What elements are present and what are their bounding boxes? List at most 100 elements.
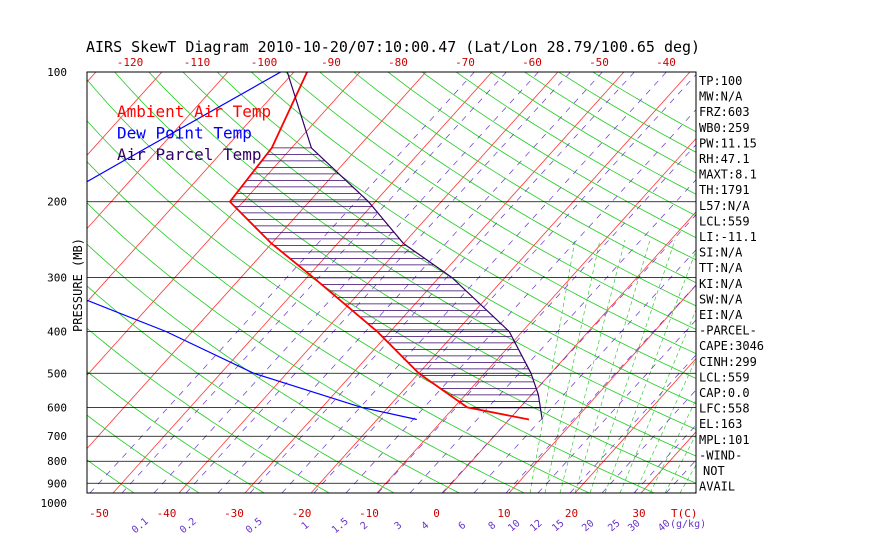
index-label: KI:N/A [699,277,743,291]
index-label: LCL:559 [699,370,750,384]
index-label: RH:47.1 [699,152,750,166]
index-label: SI:N/A [699,246,743,260]
mixing-ratio-line [313,74,696,493]
temperature-unit-label: T(C) [671,507,698,520]
pressure-tick-label: 1000 [41,497,68,510]
isotherm-line [0,60,41,503]
y-axis-label: PRESSURE (MB) [71,238,85,332]
plot-frame [86,71,697,494]
legend-entry: Air Parcel Temp [117,145,262,164]
dry-adiabat-line [87,161,591,493]
index-label: LCL:559 [699,214,750,228]
index-label: TP:100 [699,74,742,88]
mixing-ratio-tick: 30 [626,518,642,534]
pressure-tick-label: 200 [47,196,67,209]
isotherm-line [87,72,361,376]
index-label: CAPE:3046 [699,339,764,353]
bottom-temperature-tick: 30 [632,507,645,520]
mixing-ratio-line [762,33,870,493]
moist-adiabat-line [544,239,601,493]
index-label: MW:N/A [699,90,743,104]
index-label: FRZ:603 [699,105,750,119]
top-temperature-tick: -60 [522,56,542,69]
mixing-ratio-line [730,33,870,493]
top-temperature-tick: -110 [184,56,211,69]
index-label: TT:N/A [699,261,743,275]
dry-adiabat-line [87,285,396,493]
index-label: AVAIL [699,480,735,494]
mixing-ratio-axis: 0.1 0.2 0.5 1 1.5 2 3 4 6 8 10 12 15 20 25 30 40 [130,516,673,536]
index-label: -PARCEL- [699,324,757,338]
top-temperature-tick: -80 [388,56,408,69]
dry-adiabat-line [87,414,200,493]
pressure-tick-label: 900 [47,477,67,490]
dry-adiabat-line [318,72,696,307]
mixing-ratio-line [665,459,696,493]
mixing-ratio-tick: 1 [300,520,312,532]
isotherm-line [310,72,691,493]
dry-adiabat-line [87,202,526,493]
pressure-tick-label: 500 [47,367,67,380]
isotherm-line [764,60,870,503]
bottom-temperature-axis: -50 -40 -30 -20 -10 0 10 20 30 [89,507,646,520]
mixing-ratio-line [249,72,635,493]
mixing-ratio-tick: 8 [487,520,499,532]
chart-title: AIRS SkewT Diagram 2010-10-20/07:10:00.4… [86,38,700,56]
moist-adiabat-line [559,239,626,493]
isotherm-line [574,357,696,493]
bottom-temperature-tick: -20 [292,507,312,520]
index-label: CAP:0.0 [699,386,750,400]
dry-adiabat-line [182,72,696,405]
dry-adiabat-line [387,72,696,261]
moist-adiabat-line [529,239,576,493]
pressure-tick-label: 800 [47,455,67,468]
pressure-tick-label: 100 [47,66,67,79]
top-temperature-tick: -90 [321,56,341,69]
isotherm-line [87,72,295,303]
pressure-tick-label: 700 [47,430,67,443]
top-temperature-tick: -70 [455,56,475,69]
bottom-temperature-tick: -50 [89,507,109,520]
isotherm-line [244,72,625,493]
isotherm-line [376,137,696,493]
isotherm-line [87,72,427,450]
cape-hatch [231,147,541,409]
dry-adiabat-line [87,120,656,493]
mixing-ratio-line [121,72,507,493]
mixing-ratio-tick: 0.2 [178,516,199,536]
mixing-ratio-line [217,72,603,493]
top-temperature-tick: -50 [589,56,609,69]
index-label: SW:N/A [699,292,743,306]
mixing-ratio-unit-label: (g/kg) [670,519,706,530]
top-temperature-tick: -120 [117,56,144,69]
dry-adiabat-line [353,72,696,284]
bottom-temperature-tick: 0 [433,507,440,520]
isotherm-line [178,72,559,493]
top-temperature-tick: -40 [656,56,676,69]
dry-adiabat-line [87,79,696,484]
dry-adiabat-line [0,52,29,512]
mixing-ratio-tick: 0.5 [244,516,265,536]
index-label: EI:N/A [699,308,743,322]
mixing-ratio-tick: 0.1 [130,516,151,536]
mixing-ratio-tick: 12 [528,518,544,534]
dry-adiabat-line [455,72,696,217]
index-label: MPL:101 [699,433,750,447]
legend-entry: Ambient Air Temp [117,102,271,121]
series-ambient-air-temp-line [228,72,530,421]
series-air-parcel-temp-line [286,72,543,420]
dry-adiabat-line [148,72,696,430]
index-label: LI:-11.1 [699,230,757,244]
mixing-ratio-line [473,249,696,493]
bottom-temperature-tick: 20 [565,507,578,520]
mixing-ratio-tick: 20 [580,518,596,534]
mixing-ratio-tick: 25 [606,518,622,534]
bottom-temperature-tick: -10 [359,507,379,520]
mixing-ratio-line [633,424,696,493]
dry-adiabat-line [114,72,696,457]
index-label: CINH:299 [699,355,757,369]
index-label: -WIND- [699,448,742,462]
mixing-ratio-line [281,72,667,493]
background-lines [0,33,870,512]
dry-adiabat-line [87,370,266,493]
